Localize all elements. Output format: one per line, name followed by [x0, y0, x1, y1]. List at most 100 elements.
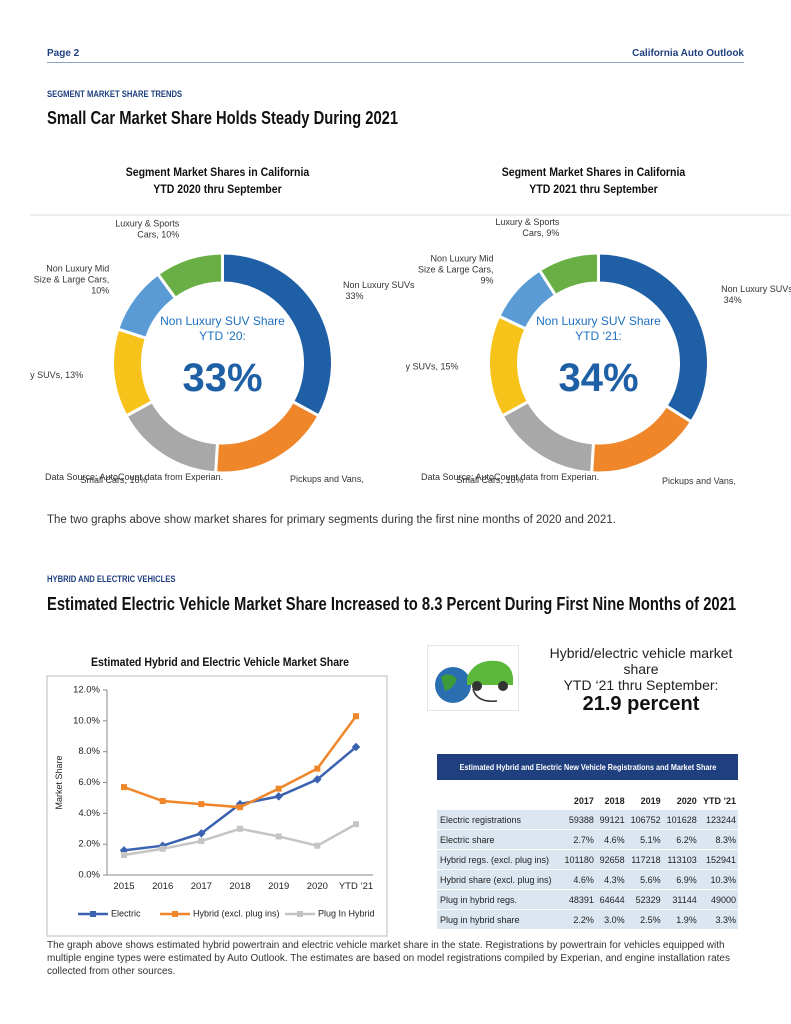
- data-point: [198, 838, 205, 845]
- table-cell: 5.1%: [626, 829, 663, 850]
- y-tick-label: 2.0%: [78, 839, 100, 850]
- donut-segment: [111, 327, 155, 419]
- data-point: [121, 784, 127, 791]
- data-label: Luxury SUVs, 13%: [30, 371, 83, 381]
- data-point: [275, 785, 282, 792]
- table-title-text: Estimated Hybrid and Electric New Vehicl…: [459, 762, 716, 772]
- table-row: Hybrid regs. (excl. plug ins) 101180 92658…: [437, 849, 738, 870]
- x-tick-label: 2018: [229, 881, 250, 892]
- table-cell: 101180: [560, 849, 596, 870]
- y-tick-label: 10.0%: [73, 715, 100, 726]
- x-tick-label: 2020: [307, 881, 328, 892]
- donut-segment: [155, 251, 224, 301]
- center-text: YTD ‘21:: [575, 329, 622, 343]
- section-headline: Estimated Electric Vehicle Market Share …: [47, 594, 737, 614]
- header-cell: 2018: [604, 795, 625, 806]
- data-point: [159, 845, 166, 852]
- publication: California Auto Outlook: [632, 48, 744, 59]
- table-cell: 2.7%: [560, 829, 596, 850]
- donut-segment: [537, 251, 600, 298]
- table-cell: 59388: [560, 810, 596, 830]
- center-value: 34%: [558, 356, 638, 400]
- center-value: 33%: [182, 356, 262, 400]
- header-rule: [47, 62, 744, 63]
- page-number: Page 2: [47, 48, 80, 59]
- x-tick-label: YTD ’21: [339, 881, 373, 892]
- donut-chart: Segment Market Shares in California YTD 2…: [406, 166, 791, 485]
- data-point: [121, 851, 127, 858]
- source-note: Data Source: AutoCount data from Experia…: [421, 472, 599, 482]
- data-point: [237, 825, 243, 832]
- row-label: Plug in hybrid share: [437, 909, 561, 930]
- table-cell: 2.5%: [626, 909, 663, 930]
- table-cell: 31144: [662, 889, 699, 910]
- table-cell: 123244: [698, 810, 738, 830]
- table-cell: 49000: [698, 889, 738, 910]
- data-label: Non Luxury SUVs, 33%: [343, 281, 415, 302]
- data-label: Small Cars, 16%: [456, 476, 523, 485]
- row-label: Electric registrations: [437, 810, 561, 830]
- data-point: [353, 713, 359, 720]
- table-row: Plug in hybrid share 2.2% 3.0% 2.5% 1.9% 3.3%: [437, 909, 738, 930]
- table-cell: 117218: [626, 849, 663, 870]
- legend-label: Electric: [111, 908, 141, 918]
- table-cell: 10.3%: [698, 869, 738, 890]
- table-cell: 52329: [626, 889, 663, 910]
- line-chart: Estimated Hybrid and Electric Vehicle Ma…: [46, 656, 388, 937]
- callout-line: Hybrid/electric vehicle market share: [549, 645, 733, 677]
- data-label: Non Luxury Mid Size & Large Cars, 9%: [415, 254, 493, 286]
- legend-marker: [172, 911, 178, 917]
- y-tick-label: 4.0%: [78, 808, 100, 819]
- data-label: Pickups and Vans, 18%: [290, 475, 364, 485]
- section-kicker: SEGMENT MARKET SHARE TRENDS: [47, 89, 183, 99]
- chart-title: Segment Market Shares in California: [502, 166, 686, 179]
- table-cell: 8.3%: [698, 829, 738, 850]
- table-row: Hybrid share (excl. plug ins) 4.6% 4.3% 5.6…: [437, 869, 738, 890]
- data-point: [198, 801, 205, 808]
- x-tick-label: 2016: [152, 881, 173, 892]
- y-tick-label: 6.0%: [78, 777, 100, 788]
- legend-label: Plug In Hybrid: [318, 908, 375, 918]
- data-point: [313, 775, 322, 784]
- y-tick-label: 0.0%: [78, 870, 100, 881]
- data-label: Non Luxury SUVs, 34%: [721, 284, 791, 305]
- footer-text: The graph above shows estimated hybrid p…: [47, 940, 730, 977]
- table-header: 2017 2018 2019 2020 YTD ’21: [437, 791, 738, 810]
- x-tick-label: 2019: [268, 881, 289, 892]
- table-title: Estimated Hybrid and Electric New Vehicl…: [437, 754, 738, 780]
- table-cell: 99121: [595, 810, 627, 830]
- data-point: [353, 821, 359, 828]
- legend-label: Hybrid (excl. plug ins): [193, 908, 280, 918]
- y-tick-label: 12.0%: [73, 685, 100, 696]
- data-label: Pickups and Vans, 17%: [662, 477, 736, 485]
- donut-segment: [500, 399, 596, 475]
- source-note: Data Source: AutoCount data from Experia…: [45, 472, 223, 482]
- legend-marker: [297, 911, 303, 917]
- y-axis-label: Market Share: [54, 755, 64, 809]
- plot-frame: [46, 675, 388, 937]
- data-label: Non Luxury Mid Size & Large Cars, 10%: [31, 264, 109, 296]
- row-label: Plug in hybrid regs.: [437, 889, 561, 910]
- data-label: Small Cars, 16%: [80, 476, 147, 485]
- center-text: Non Luxury SUV Share: [160, 314, 285, 328]
- table-cell: 4.3%: [595, 869, 627, 890]
- table-cell: 152941: [698, 849, 738, 870]
- row-label: Hybrid share (excl. plug ins): [437, 869, 561, 890]
- table-cell: 48391: [560, 889, 596, 910]
- table-row: Electric share 2.7% 4.6% 5.1% 6.2% 8.3%: [437, 829, 738, 850]
- data-point: [237, 804, 243, 811]
- table-cell: 101628: [662, 810, 699, 830]
- header-cell: YTD ’21: [702, 795, 736, 806]
- table-cell: 3.0%: [595, 909, 627, 930]
- data-point: [351, 742, 361, 752]
- table-cell: 64644: [595, 889, 627, 910]
- header-cell: 2020: [676, 795, 697, 806]
- table-cell: 113103: [662, 849, 699, 870]
- table-cell: 3.3%: [698, 909, 738, 930]
- data-point: [314, 765, 321, 772]
- data-point: [159, 798, 166, 804]
- chart-title: YTD 2020 thru September: [153, 183, 282, 196]
- table-cell: 4.6%: [560, 869, 596, 890]
- donut-chart: Segment Market Shares in California YTD 2…: [30, 166, 415, 485]
